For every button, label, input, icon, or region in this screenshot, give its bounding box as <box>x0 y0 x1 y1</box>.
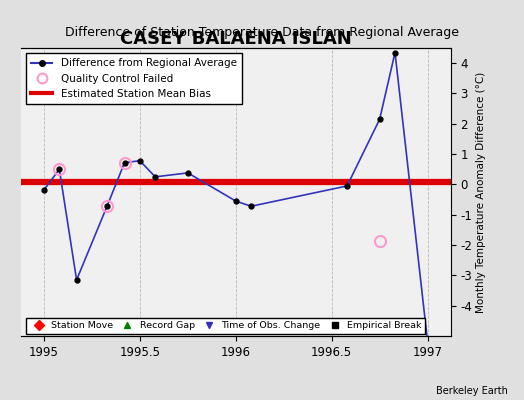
Legend: Station Move, Record Gap, Time of Obs. Change, Empirical Break: Station Move, Record Gap, Time of Obs. C… <box>26 318 425 334</box>
Text: Difference of Station Temperature Data from Regional Average: Difference of Station Temperature Data f… <box>65 26 459 39</box>
Title: CASEY BALAENA ISLAN: CASEY BALAENA ISLAN <box>120 30 352 48</box>
Y-axis label: Monthly Temperature Anomaly Difference (°C): Monthly Temperature Anomaly Difference (… <box>476 71 486 313</box>
Text: Berkeley Earth: Berkeley Earth <box>436 386 508 396</box>
